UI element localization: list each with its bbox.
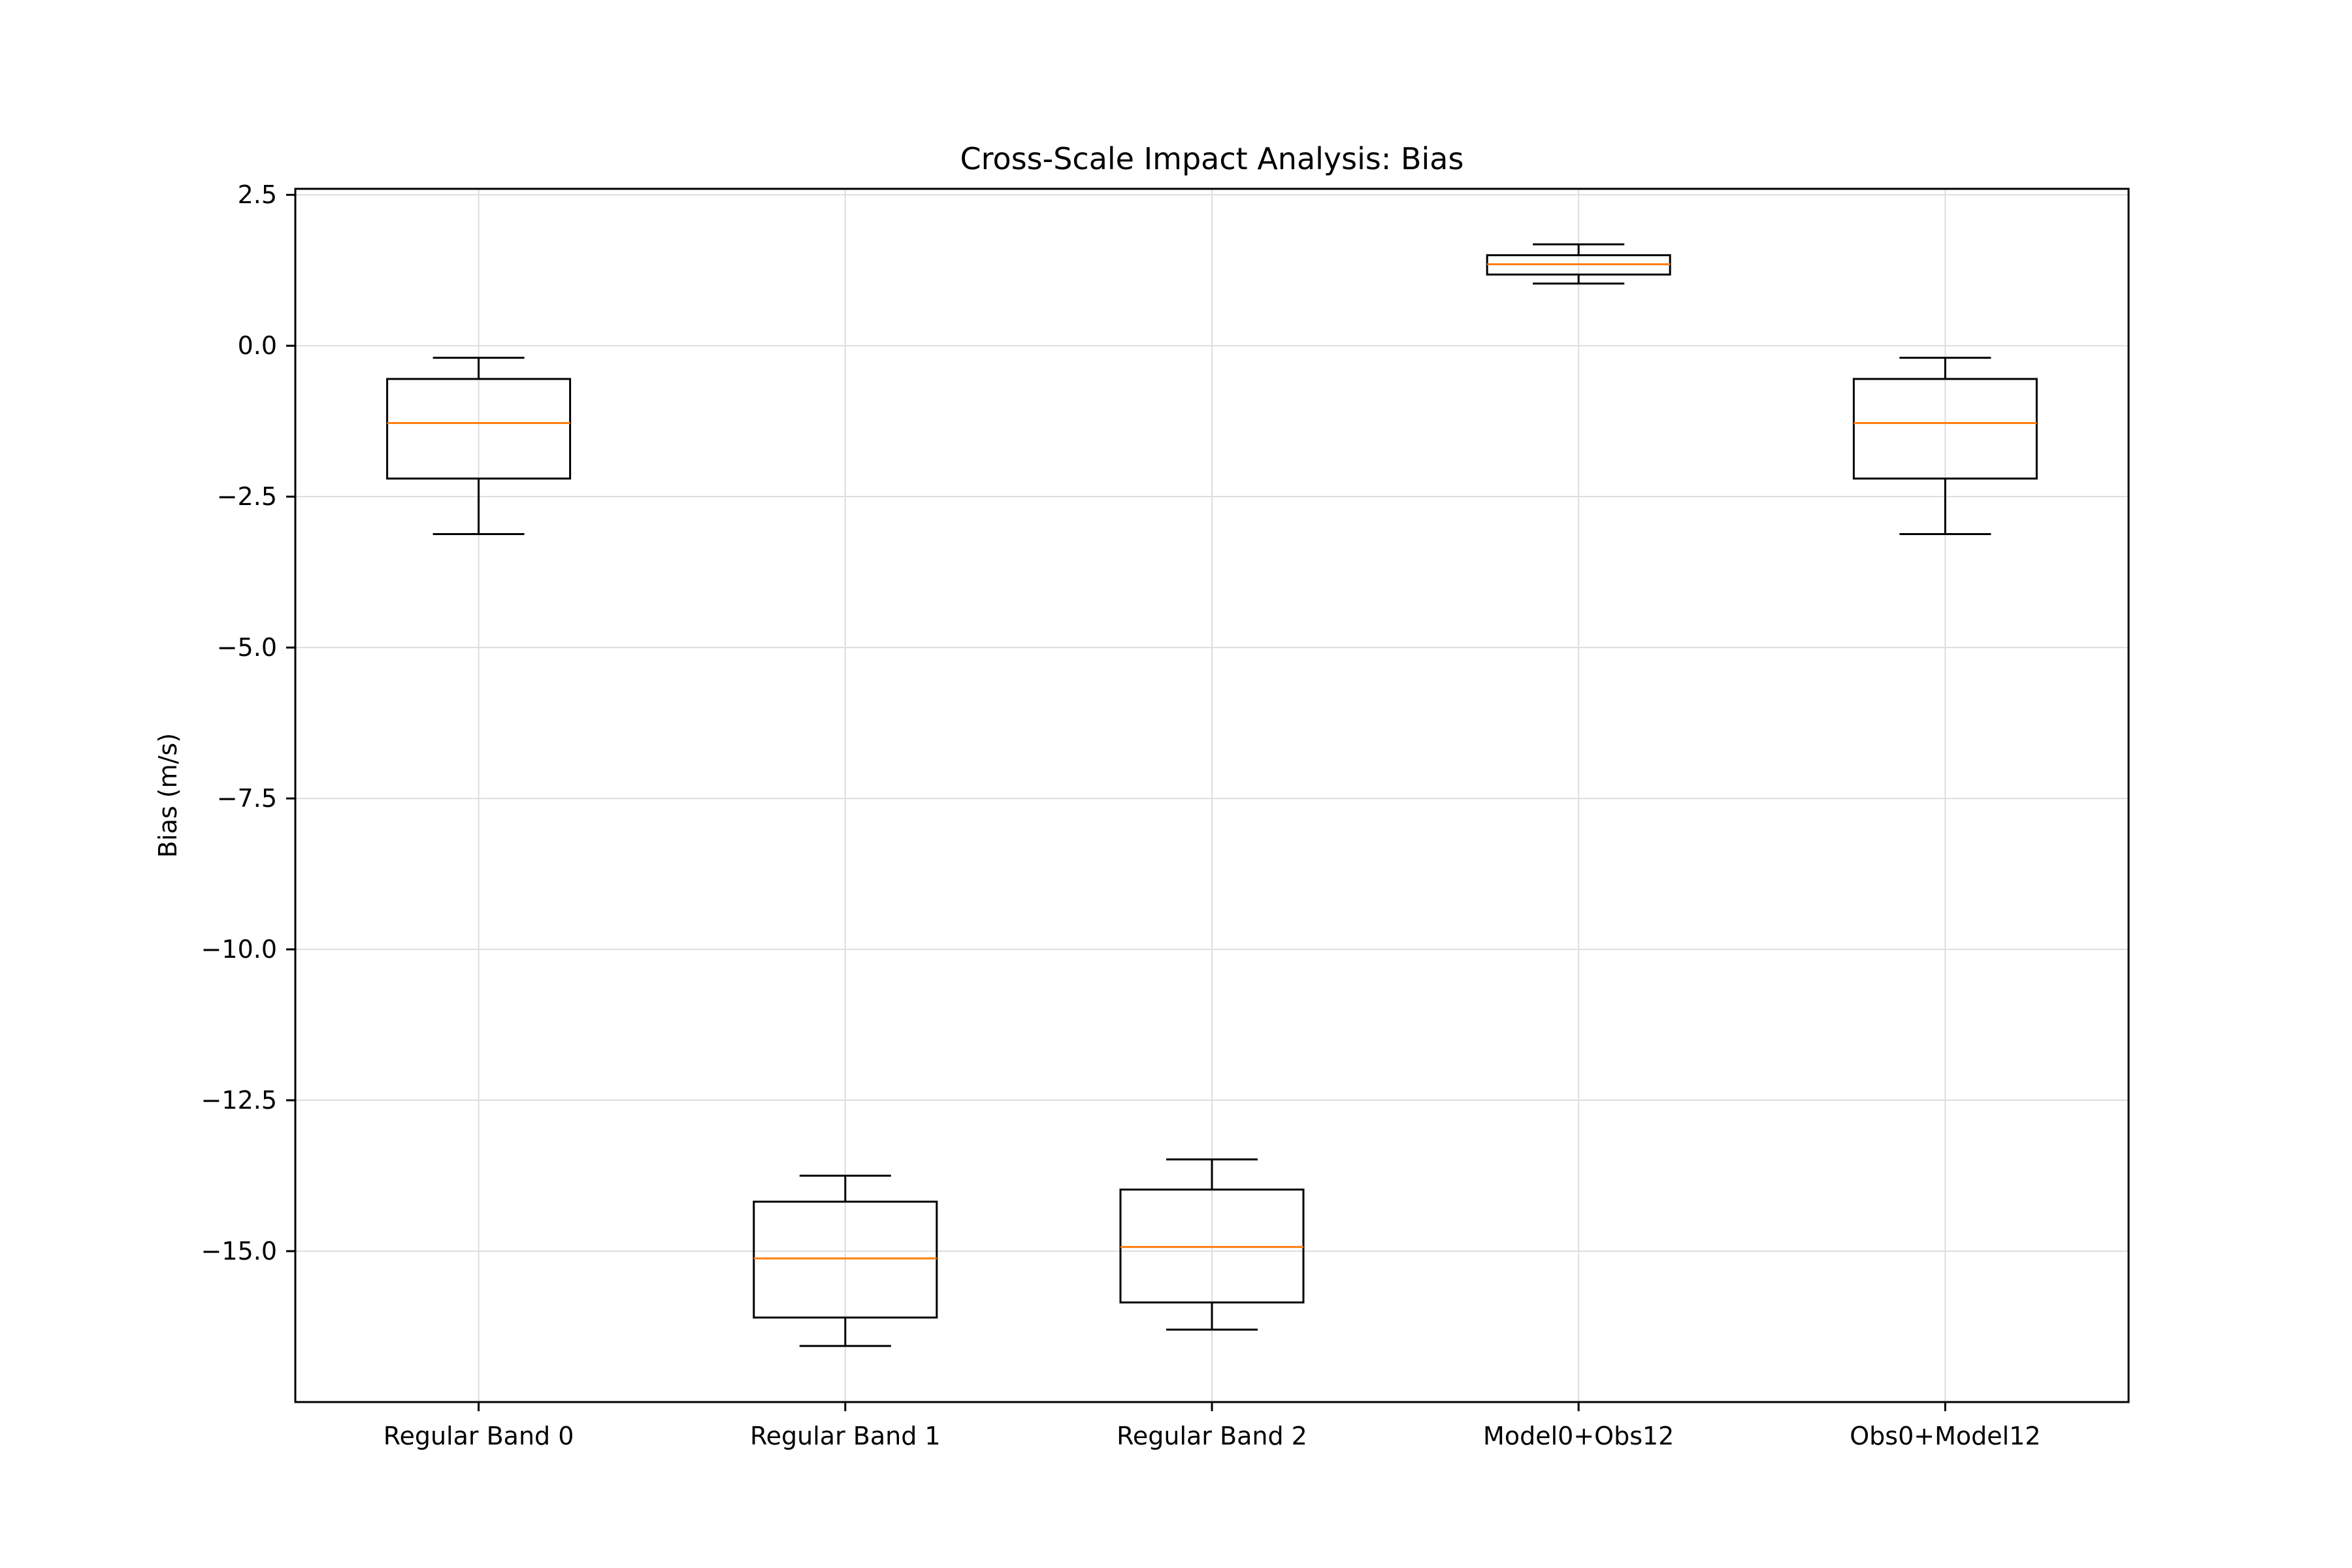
x-axis-ticks: Regular Band 0 Regular Band 1 Regular Band… [384,1402,2041,1450]
box-1 [386,357,572,535]
grid-lines [295,189,2129,1402]
y-axis-label: Bias (m/s) [154,733,182,858]
x-tick-label: Obs0+Model12 [1850,1422,2040,1450]
iqr-box [386,378,572,480]
y-tick-label: −2.5 [217,482,277,511]
x-tick-label: Regular Band 2 [1117,1422,1307,1450]
box-5 [1852,357,2038,535]
y-tick-label: −7.5 [217,784,277,813]
x-tick-label: Model0+Obs12 [1483,1422,1674,1450]
box-3 [1119,1158,1305,1331]
y-tick-label: 2.5 [238,180,277,209]
chart-title: Cross-Scale Impact Analysis: Bias [960,141,1464,176]
x-tick-label: Regular Band 0 [384,1422,574,1450]
y-tick-label: −12.5 [201,1086,277,1115]
y-tick-label: −10.0 [201,935,277,964]
box-2 [753,1175,938,1347]
y-tick-label: 0.0 [238,331,277,360]
boxplot-series [386,243,2038,1347]
y-tick-label: −5.0 [217,633,277,662]
box-4 [1486,243,1671,285]
iqr-box [1852,378,2038,480]
y-axis-ticks: 2.5 0.0 −2.5 −5.0 −7.5 −10.0 −12.5 −15.0 [201,180,295,1266]
y-tick-label: −15.0 [201,1237,277,1266]
x-tick-label: Regular Band 1 [750,1422,941,1450]
iqr-box [753,1200,938,1319]
